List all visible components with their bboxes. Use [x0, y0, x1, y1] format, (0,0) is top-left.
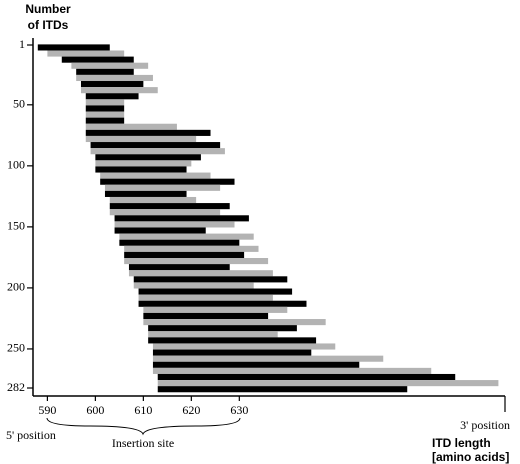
itd-bar [114, 215, 249, 222]
itd-bar [76, 74, 153, 82]
y-axis-title: of ITDs [28, 18, 69, 32]
itd-bar [124, 258, 269, 265]
bracket-label: Insertion site [112, 436, 174, 450]
itd-bar [85, 93, 139, 100]
itd-bar [133, 282, 254, 289]
itd-bar [90, 142, 221, 149]
itd-bar [90, 148, 225, 155]
itd-bar [109, 209, 221, 216]
itd-bar [85, 111, 125, 118]
itd-bar [85, 99, 125, 106]
itd-bar [128, 264, 230, 271]
itd-bar [124, 245, 259, 252]
itd-bar [47, 50, 125, 57]
itd-bar [95, 154, 201, 161]
right-note: 3' position [460, 418, 510, 432]
y-axis-title: Number [25, 2, 71, 16]
itd-bar [80, 81, 144, 88]
itd-bar [143, 319, 326, 326]
itd-bar [148, 337, 317, 344]
itd-bar [152, 343, 336, 350]
x-tick-label: 620 [182, 403, 200, 417]
itd-bar [143, 312, 269, 320]
itd-bar [157, 380, 499, 387]
itd-bar [152, 355, 384, 362]
itd-bar [157, 373, 456, 381]
itd-bar [100, 172, 211, 179]
itd-bar [114, 221, 235, 228]
itd-bar [85, 117, 125, 124]
itd-bar [138, 288, 293, 295]
itd-bar [71, 62, 149, 69]
itd-bar [148, 331, 278, 338]
itd-bar [85, 123, 177, 130]
itd-bar [152, 367, 432, 374]
y-tick-label: 50 [13, 97, 25, 111]
x-axis-title: ITD length [432, 436, 491, 450]
itd-bar [85, 105, 125, 112]
y-tick-label: 150 [7, 219, 25, 233]
itd-bar [109, 203, 230, 210]
itd-bar [157, 386, 408, 393]
itd-bar [76, 68, 134, 75]
itd-bar [124, 251, 245, 259]
itd-bar [95, 166, 187, 173]
y-tick-label: 1 [19, 37, 25, 51]
itd-bar [85, 135, 197, 143]
itd-bar [119, 233, 254, 240]
itd-bar [104, 190, 187, 197]
x-tick-label: 590 [38, 403, 56, 417]
itd-bar [128, 270, 273, 277]
y-tick-label: 282 [7, 380, 25, 394]
itd-bar [61, 56, 134, 63]
itd-bar [80, 87, 158, 94]
y-tick-label: 100 [7, 158, 25, 172]
itd-bar [95, 160, 192, 167]
x-tick-label: 600 [86, 403, 104, 417]
itd-bar [133, 276, 288, 283]
itd-bar [138, 294, 273, 301]
bracket [46, 417, 241, 436]
itd-bar [114, 227, 206, 234]
y-tick-label: 200 [7, 280, 25, 294]
itd-bar [37, 44, 110, 51]
itd-bar [138, 300, 307, 307]
itd-bar [85, 129, 211, 136]
itd-bar [109, 196, 197, 204]
itd-bar [100, 178, 235, 185]
itd-bar [119, 239, 240, 246]
itd-bar [143, 306, 288, 313]
y-tick-label: 250 [7, 341, 25, 355]
x-axis-title: [amino acids] [432, 450, 509, 464]
itd-bar [152, 349, 312, 356]
x-tick-label: 630 [230, 403, 248, 417]
itd-bar [152, 361, 360, 368]
x-tick-label: 610 [134, 403, 152, 417]
itd-bar [148, 325, 297, 332]
itd-bar [104, 184, 221, 191]
left-note: 5' position [6, 428, 56, 442]
